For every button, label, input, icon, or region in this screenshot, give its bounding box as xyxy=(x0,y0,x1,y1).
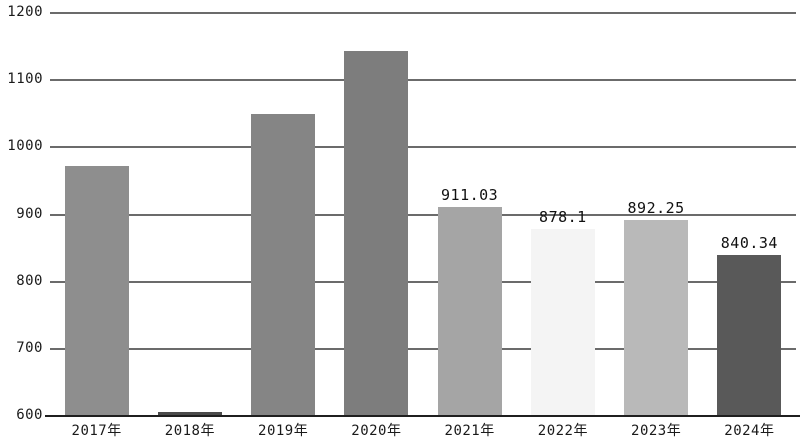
grid-line xyxy=(50,280,796,283)
y-axis-tick-label: 700 xyxy=(16,339,43,356)
x-axis-tick-label: 2022年 xyxy=(537,423,588,439)
bar-value-label: 840.34 xyxy=(720,233,778,252)
bar-value-label: 892.25 xyxy=(627,198,685,217)
x-axis-tick-label: 2023年 xyxy=(631,423,682,439)
x-axis-tick-label: 2020年 xyxy=(351,423,402,439)
x-axis-line xyxy=(45,415,800,417)
bar xyxy=(437,207,502,416)
grid-line xyxy=(50,146,796,149)
bar xyxy=(64,166,129,416)
y-axis-tick-label: 600 xyxy=(16,407,43,423)
x-axis-tick-label: 2021年 xyxy=(444,423,495,439)
x-axis-tick-label: 2024年 xyxy=(724,423,775,439)
bar xyxy=(157,411,222,416)
grid-line xyxy=(50,347,796,350)
bar xyxy=(344,51,409,416)
y-axis-tick-label: 900 xyxy=(16,205,43,222)
x-axis-tick-label: 2018年 xyxy=(164,423,215,439)
bar xyxy=(530,229,595,416)
x-axis-tick-label: 2017年 xyxy=(71,423,122,439)
y-axis-tick-label: 1200 xyxy=(7,4,43,20)
bar xyxy=(624,219,689,416)
bar xyxy=(717,254,782,416)
grid-line xyxy=(50,79,796,82)
bar-value-label: 878.1 xyxy=(539,208,587,227)
bar-value-label: 911.03 xyxy=(441,186,499,205)
y-axis-tick-label: 1100 xyxy=(7,71,43,88)
grid-line xyxy=(50,12,796,14)
y-axis-tick-label: 1000 xyxy=(7,138,43,155)
y-axis-tick-label: 800 xyxy=(16,272,43,289)
bar xyxy=(251,114,316,416)
grid-line xyxy=(50,213,796,216)
x-axis-tick-label: 2019年 xyxy=(258,423,309,439)
